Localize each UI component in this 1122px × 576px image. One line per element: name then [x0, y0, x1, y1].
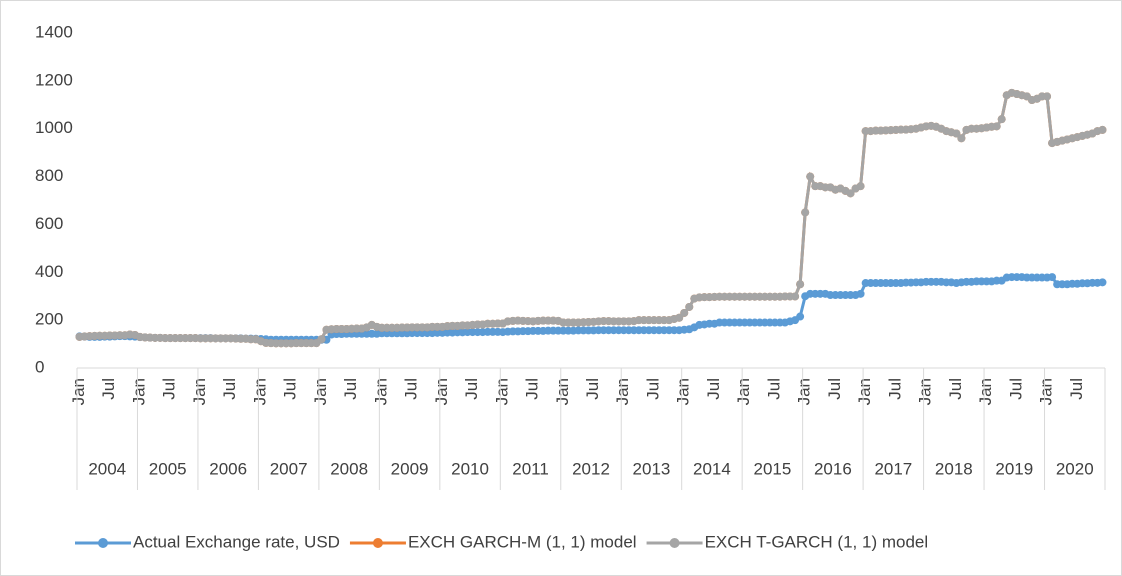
x-tick-label: Jul: [825, 378, 844, 400]
x-tick-label: Jan: [190, 378, 209, 405]
x-tick-label: Jan: [432, 378, 451, 405]
x-tick-label: Jan: [613, 378, 632, 405]
point: [675, 313, 684, 322]
year-label: 2008: [330, 459, 368, 478]
y-tick-label: 1000: [35, 118, 73, 137]
point: [846, 189, 855, 198]
x-tick-label: Jul: [643, 378, 662, 400]
point: [680, 308, 689, 317]
year-label: 2019: [995, 459, 1033, 478]
x-tick-label: Jan: [250, 378, 269, 405]
point: [806, 172, 815, 181]
series: [75, 273, 1107, 344]
x-tick-label: Jul: [885, 378, 904, 400]
legend-label: EXCH T-GARCH (1, 1) model: [705, 532, 929, 551]
point: [796, 312, 805, 321]
legend-marker: [98, 538, 108, 548]
x-tick-label: Jan: [492, 378, 511, 405]
x-tick-label: Jul: [220, 378, 239, 400]
point: [952, 129, 961, 138]
x-tick-label: Jul: [341, 378, 360, 400]
legend-marker: [669, 538, 680, 548]
point: [685, 302, 694, 311]
year-label: 2006: [209, 459, 247, 478]
x-tick-label: Jul: [946, 378, 965, 400]
x-tick-label: Jan: [916, 378, 935, 405]
y-tick-label: 400: [35, 262, 63, 281]
year-label: 2015: [753, 459, 791, 478]
x-tick-label: Jul: [583, 378, 602, 400]
x-tick-label: Jul: [1067, 378, 1086, 400]
x-tick-label: Jan: [371, 378, 390, 405]
series: [75, 88, 1107, 348]
point: [1043, 92, 1052, 101]
year-label: 2017: [874, 459, 912, 478]
point: [992, 122, 1001, 131]
x-tick-label: Jul: [402, 378, 421, 400]
x-tick-label: Jul: [523, 378, 542, 400]
point: [997, 115, 1006, 124]
legend-label: EXCH GARCH-M (1, 1) model: [408, 532, 637, 551]
x-tick-label: Jul: [281, 378, 300, 400]
year-label: 2012: [572, 459, 610, 478]
legend-marker: [372, 538, 383, 548]
x-tick-label: Jan: [69, 378, 88, 405]
point: [1048, 273, 1057, 282]
year-label: 2018: [935, 459, 973, 478]
point: [856, 289, 865, 298]
y-tick-label: 600: [35, 214, 63, 233]
year-label: 2014: [693, 459, 731, 478]
year-label: 2010: [451, 459, 489, 478]
y-tick-label: 0: [35, 357, 44, 376]
year-label: 2020: [1056, 459, 1094, 478]
point: [317, 335, 326, 344]
x-tick-label: Jul: [160, 378, 179, 400]
point: [801, 208, 810, 217]
point: [796, 280, 805, 289]
x-tick-label: Jul: [462, 378, 481, 400]
point: [957, 134, 966, 143]
x-tick-label: Jan: [129, 378, 148, 405]
year-label: 2005: [149, 459, 187, 478]
x-tick-label: Jul: [99, 378, 118, 400]
x-tick-label: Jan: [734, 378, 753, 405]
year-label: 2007: [270, 459, 308, 478]
year-label: 2011: [512, 459, 549, 478]
year-label: 2004: [88, 459, 126, 478]
x-tick-label: Jul: [764, 378, 783, 400]
x-tick-label: Jan: [855, 378, 874, 405]
year-label: 2009: [391, 459, 429, 478]
x-tick-label: Jan: [553, 378, 572, 405]
x-tick-label: Jul: [1006, 378, 1025, 400]
point: [1098, 278, 1107, 287]
point: [791, 292, 800, 301]
legend-label: Actual Exchange rate, USD: [133, 532, 340, 551]
y-tick-label: 1200: [35, 70, 73, 89]
point: [1098, 125, 1107, 134]
year-label: 2016: [814, 459, 852, 478]
y-tick-label: 200: [35, 310, 63, 329]
x-tick-label: Jan: [674, 378, 693, 405]
x-tick-label: Jan: [976, 378, 995, 405]
x-tick-label: Jan: [795, 378, 814, 405]
x-tick-label: Jan: [1037, 378, 1056, 405]
y-tick-label: 800: [35, 166, 63, 185]
x-tick-label: Jan: [311, 378, 330, 405]
point: [856, 182, 865, 191]
y-tick-label: 1400: [35, 22, 73, 41]
x-tick-label: Jul: [704, 378, 723, 400]
year-label: 2013: [633, 459, 671, 478]
